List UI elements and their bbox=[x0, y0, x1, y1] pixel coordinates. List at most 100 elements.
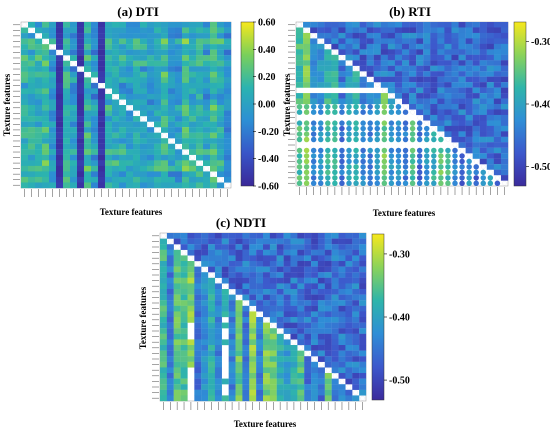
heatmap-cell bbox=[208, 339, 216, 346]
heatmap-cell bbox=[21, 93, 29, 100]
heatmap-cell bbox=[242, 367, 250, 374]
heatmap-cell bbox=[303, 82, 311, 88]
heatmap-cell bbox=[331, 244, 339, 250]
heatmap-cell bbox=[359, 49, 367, 55]
heatmap-cell bbox=[210, 44, 218, 50]
heatmap-cell bbox=[160, 339, 168, 346]
heatmap-cell bbox=[345, 27, 353, 34]
heatmap-cell bbox=[63, 110, 71, 117]
heatmap-cell bbox=[119, 88, 127, 95]
heatmap-cell bbox=[105, 71, 113, 78]
heatmap-cell bbox=[338, 244, 346, 250]
heatmap-cell bbox=[194, 384, 202, 390]
heatmap-cell bbox=[242, 311, 250, 318]
heatmap-cell bbox=[465, 38, 473, 45]
heatmap-cell bbox=[388, 153, 395, 159]
heatmap-cell bbox=[203, 27, 211, 34]
heatmap-cell bbox=[201, 317, 209, 323]
heatmap-cell bbox=[486, 136, 495, 143]
heatmap-cell bbox=[105, 60, 113, 67]
heatmap-cell bbox=[402, 49, 410, 55]
heatmap-cell bbox=[140, 121, 148, 128]
heatmap-cell bbox=[263, 361, 271, 368]
heatmap-cell bbox=[269, 373, 277, 379]
heatmap-cell bbox=[310, 54, 318, 61]
heatmap-cell bbox=[430, 98, 438, 105]
heatmap-cell bbox=[430, 27, 438, 34]
heatmap-cell bbox=[168, 110, 176, 117]
heatmap-cell bbox=[189, 49, 197, 56]
heatmap-cell bbox=[388, 180, 395, 186]
heatmap-cell bbox=[161, 60, 169, 67]
heatmap-cell bbox=[324, 93, 332, 99]
heatmap-cell bbox=[84, 171, 92, 178]
heatmap-cell bbox=[112, 160, 120, 167]
heatmap-cell bbox=[133, 55, 141, 61]
heatmap-cell bbox=[276, 305, 284, 312]
heatmap-cell bbox=[409, 125, 416, 132]
heatmap-cell bbox=[359, 32, 367, 39]
heatmap-cell bbox=[21, 27, 29, 34]
heatmap-cell bbox=[214, 373, 222, 379]
heatmap-cell bbox=[112, 138, 120, 144]
heatmap-cell bbox=[366, 71, 374, 77]
heatmap-cell bbox=[500, 60, 509, 66]
heatmap-cell bbox=[208, 356, 216, 362]
heatmap-cell bbox=[317, 384, 325, 390]
heatmap-cell bbox=[21, 105, 29, 111]
heatmap-cell bbox=[409, 98, 417, 105]
heatmap-cell bbox=[180, 255, 188, 262]
colorbar-tick-label: -0.20 bbox=[258, 127, 279, 138]
heatmap-cell bbox=[173, 272, 181, 278]
heatmap-cell bbox=[224, 110, 232, 117]
heatmap-cell bbox=[208, 277, 216, 284]
heatmap-cell bbox=[256, 255, 264, 262]
heatmap-cell bbox=[201, 322, 209, 329]
heatmap-cell bbox=[147, 55, 155, 61]
heatmap-cell bbox=[352, 305, 360, 312]
heatmap-cell bbox=[168, 116, 176, 122]
heatmap-cell bbox=[296, 169, 303, 176]
heatmap-cell bbox=[359, 38, 367, 45]
heatmap-cell bbox=[161, 116, 169, 122]
heatmap-cell bbox=[304, 233, 312, 239]
heatmap-cell bbox=[458, 38, 466, 45]
heatmap-cell bbox=[224, 171, 232, 178]
heatmap-cell bbox=[332, 169, 338, 176]
heatmap-cell bbox=[203, 110, 211, 117]
heatmap-cell bbox=[182, 71, 190, 78]
heatmap-cell bbox=[214, 238, 222, 245]
heatmap-cell bbox=[346, 136, 352, 143]
heatmap-cell bbox=[161, 44, 169, 50]
heatmap-cell bbox=[119, 55, 127, 61]
heatmap-cell bbox=[182, 154, 190, 161]
heatmap-cell bbox=[473, 180, 479, 186]
heatmap-cell bbox=[317, 238, 325, 245]
heatmap-cell bbox=[366, 65, 374, 72]
heatmap-cell bbox=[297, 244, 305, 250]
heatmap-cell bbox=[98, 55, 106, 61]
heatmap-cell bbox=[112, 60, 120, 67]
heatmap-cell bbox=[217, 27, 225, 34]
heatmap-cell bbox=[126, 154, 134, 161]
heatmap-cell bbox=[84, 33, 92, 39]
heatmap-cell bbox=[63, 182, 71, 189]
heatmap-cell bbox=[201, 378, 209, 385]
heatmap-cell bbox=[310, 104, 317, 110]
heatmap-cell bbox=[269, 300, 277, 306]
heatmap-cell bbox=[283, 328, 291, 334]
panel-ndti: (c) NDTI Texture features Texture featur… bbox=[138, 215, 410, 429]
heatmap-cell bbox=[160, 266, 168, 273]
heatmap-cell bbox=[112, 110, 120, 117]
heatmap-cell bbox=[338, 395, 346, 402]
heatmap-cell bbox=[359, 82, 367, 88]
heatmap-cell bbox=[311, 361, 319, 368]
heatmap-cell bbox=[290, 328, 298, 334]
heatmap-cell bbox=[210, 165, 218, 172]
heatmap-cell bbox=[359, 328, 367, 334]
heatmap-cell bbox=[56, 33, 64, 39]
heatmap-cell bbox=[373, 60, 381, 66]
heatmap-cell bbox=[339, 104, 345, 110]
heatmap-cell bbox=[331, 333, 339, 340]
heatmap-cell bbox=[297, 305, 305, 312]
